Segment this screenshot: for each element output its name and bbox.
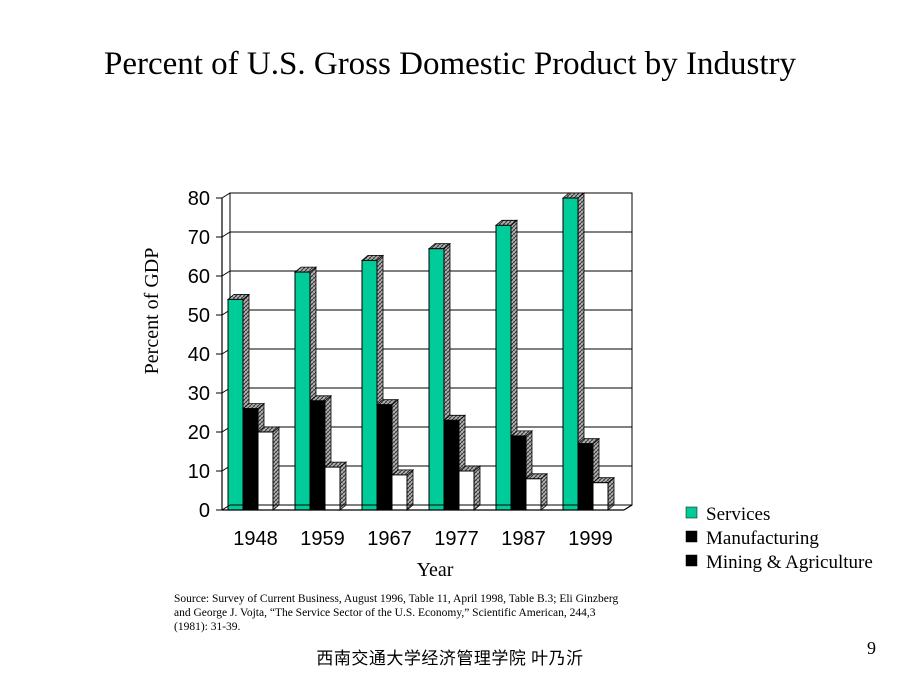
x-tick-label: 1948	[233, 528, 278, 550]
y-tick-label: 30	[188, 383, 210, 405]
y-tick-label: 70	[188, 227, 210, 249]
gridline-side	[221, 270, 231, 277]
gridline-side	[221, 192, 231, 199]
floor-edge	[221, 504, 231, 511]
y-tick-label: 80	[188, 188, 210, 210]
legend-item: Mining & Agriculture	[685, 552, 873, 573]
y-tick-label: 40	[188, 344, 210, 366]
legend-label: Services	[706, 504, 770, 525]
source-note: Source: Survey of Current Business, Augu…	[174, 593, 619, 633]
legend: Services Manufacturing Mining & Agricultur…	[685, 504, 873, 573]
bar-mining-agriculture-1959	[323, 461, 348, 511]
y-axis-title: Percent of GDP	[141, 248, 163, 375]
x-tick-label: 1959	[300, 528, 345, 550]
bar-mining-agriculture-1948	[256, 426, 281, 511]
y-tick-label: 60	[188, 266, 210, 288]
slide-title: Percent of U.S. Gross Domestic Product b…	[103, 46, 796, 82]
legend-label: Manufacturing	[706, 528, 819, 549]
bar-mining-agriculture-1987	[524, 472, 549, 511]
x-axis-title: Year	[417, 559, 454, 581]
legend-swatch	[685, 506, 698, 519]
bar-mining-agriculture-1999	[591, 476, 616, 511]
legend-item: Services	[685, 504, 770, 525]
bar-mining-agriculture-1977	[457, 465, 482, 511]
footer-text: 西南交通大学经济管理学院 叶乃沂	[316, 649, 584, 668]
y-tick-label: 0	[199, 500, 210, 522]
y-tick-label: 50	[188, 305, 210, 327]
gridline-side	[221, 231, 231, 238]
y-tick-label: 10	[188, 461, 210, 483]
legend-item: Manufacturing	[685, 528, 819, 549]
x-tick-label: 1999	[568, 528, 613, 550]
x-tick-label: 1987	[501, 528, 546, 550]
page-number: 9	[867, 638, 876, 658]
x-axis-depth	[623, 504, 633, 511]
x-tick-label: 1977	[434, 528, 479, 550]
x-tick-label: 1967	[367, 528, 412, 550]
bar-mining-agriculture-1967	[390, 469, 415, 511]
y-tick-label: 20	[188, 422, 210, 444]
legend-label: Mining & Agriculture	[706, 552, 873, 573]
legend-swatch	[685, 554, 698, 567]
legend-swatch	[685, 530, 698, 543]
